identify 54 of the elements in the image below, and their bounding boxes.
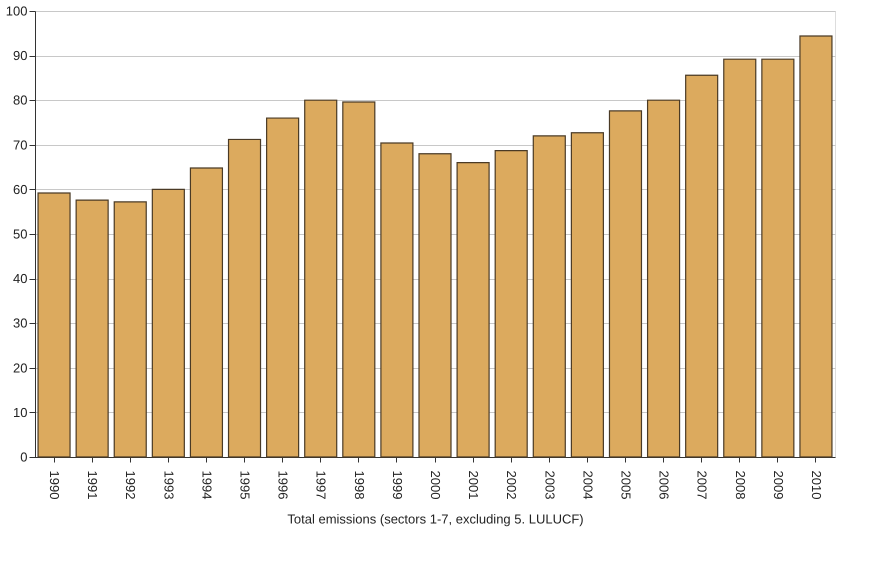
x-tick-label: 2007 [694, 470, 710, 500]
x-tick-label: 1993 [161, 470, 176, 500]
bar [570, 132, 604, 458]
bar [380, 142, 414, 458]
x-tick-label: 1998 [352, 470, 367, 500]
y-tick-label: 80 [13, 92, 28, 108]
bar [228, 138, 262, 458]
x-tick-label: 2000 [428, 470, 443, 500]
x-tick-label: 1990 [47, 470, 62, 500]
x-axis-title: Total emissions (sectors 1-7, excluding 5. LULUCF) [287, 511, 584, 526]
bar [342, 101, 376, 458]
x-tick-label: 1991 [85, 470, 100, 500]
x-tick-label: 2002 [504, 470, 520, 500]
y-tick-label: 100 [6, 4, 28, 18]
bar [304, 100, 338, 458]
bar [532, 135, 566, 458]
x-tick-label: 2006 [656, 470, 672, 500]
bar [114, 201, 147, 458]
x-tick-label: 2008 [732, 470, 748, 500]
bar [76, 200, 109, 458]
bar [494, 150, 528, 458]
y-tick-label: 70 [13, 137, 28, 152]
x-tick-label: 2010 [808, 470, 824, 500]
bar [152, 188, 185, 458]
x-tick-label: 1995 [238, 470, 253, 500]
bar [761, 58, 794, 458]
x-tick-label: 1992 [123, 470, 138, 500]
x-tick-label: 2004 [580, 470, 596, 500]
x-tick-label: 2003 [542, 470, 558, 500]
bar [418, 153, 452, 458]
x-tick-label: 2005 [618, 470, 634, 500]
y-tick-label: 30 [13, 316, 28, 331]
x-tick-label: 1994 [199, 470, 214, 500]
y-tick-label: 20 [13, 360, 28, 376]
x-tick-label: 2009 [770, 470, 786, 500]
bar [799, 35, 833, 458]
x-tick-label: 2001 [466, 470, 482, 500]
y-tick-label: 60 [13, 182, 28, 197]
y-tick-label: 10 [13, 404, 28, 420]
x-tick-label: 1997 [314, 470, 329, 500]
bar [608, 110, 642, 458]
y-tick-label: 90 [13, 48, 28, 64]
x-tick-label: 1996 [276, 470, 291, 500]
bar [190, 167, 224, 458]
y-tick-label: 50 [13, 226, 28, 242]
x-tick-label: 1999 [390, 470, 405, 500]
y-tick-label: 40 [13, 271, 28, 286]
y-tick-label: 0 [20, 450, 28, 464]
bar [685, 74, 718, 458]
bar [646, 100, 680, 458]
bar [456, 162, 490, 458]
bar [723, 58, 756, 458]
bar [266, 117, 300, 458]
bar [37, 192, 71, 458]
